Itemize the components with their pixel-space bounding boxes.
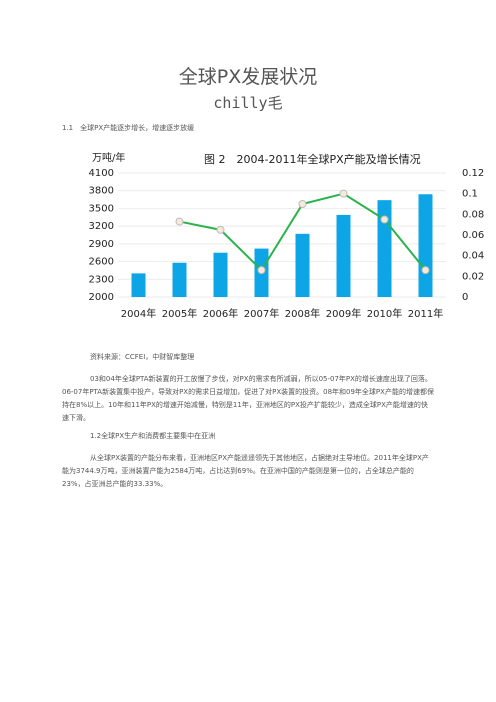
heading: 1.2全球PX生产和消费都主要集中在亚洲	[90, 432, 216, 440]
y-tick-label: 2900	[89, 239, 114, 250]
bar	[295, 233, 310, 297]
x-tick-label: 2010年	[367, 307, 402, 320]
marker	[298, 200, 307, 208]
y-tick-label: 3200	[89, 221, 114, 232]
paragraph: 03和04年全球PTA新装置的开工放慢了步伐，对PX的需求有所减弱，所以05-0…	[62, 375, 434, 422]
marker	[380, 215, 389, 224]
y2-tick-label: 0.04	[462, 251, 484, 262]
x-tick-label: 2006年	[203, 307, 238, 320]
marker	[339, 189, 348, 198]
bar	[213, 252, 228, 297]
y-axis-label: 万吨/年	[92, 151, 125, 164]
x-tick-label: 2004年	[121, 307, 156, 320]
x-tick-label: 2008年	[285, 307, 320, 320]
paragraph: 从全球PX装置的产能分布来看，亚洲地区PX产能遥遥领先于其他地区，占据绝对主导地…	[62, 454, 429, 488]
marker	[421, 266, 430, 275]
x-tick-label: 2009年	[326, 307, 361, 320]
marker	[216, 225, 225, 234]
y-tick-label: 2300	[89, 274, 114, 285]
x-tick-label: 2011年	[408, 307, 443, 320]
bar	[336, 214, 351, 297]
source: 资料来源：CCFEI，中财智库整理	[90, 353, 195, 361]
y2-tick-label: 0	[462, 292, 468, 303]
chart-title: 图 2 2004-2011年全球PX产能及增长情况	[204, 152, 421, 166]
bar	[418, 194, 433, 297]
y2-tick-label: 0.12	[462, 168, 484, 179]
x-tick-label: 2007年	[244, 307, 279, 320]
y2-tick-label: 0.06	[462, 230, 484, 241]
heading: 1.1 全球PX产能逐步增长，增速逐步放缓	[62, 124, 195, 132]
y-tick-label: 2600	[89, 257, 114, 268]
y2-tick-label: 0.1	[462, 189, 478, 200]
marker	[257, 266, 266, 275]
title: 全球PX发展状况	[178, 66, 318, 88]
y2-tick-label: 0.08	[462, 209, 484, 220]
marker	[175, 217, 184, 226]
x-tick-label: 2005年	[162, 307, 197, 320]
bar	[377, 200, 392, 297]
y-tick-label: 2000	[89, 292, 114, 303]
bar	[131, 273, 146, 297]
y2-tick-label: 0.02	[462, 271, 484, 282]
y-tick-label: 4100	[89, 168, 114, 179]
y-tick-label: 3800	[89, 186, 114, 197]
y-tick-label: 3500	[89, 203, 114, 214]
bar	[172, 262, 187, 297]
author: chilly毛	[213, 94, 283, 112]
